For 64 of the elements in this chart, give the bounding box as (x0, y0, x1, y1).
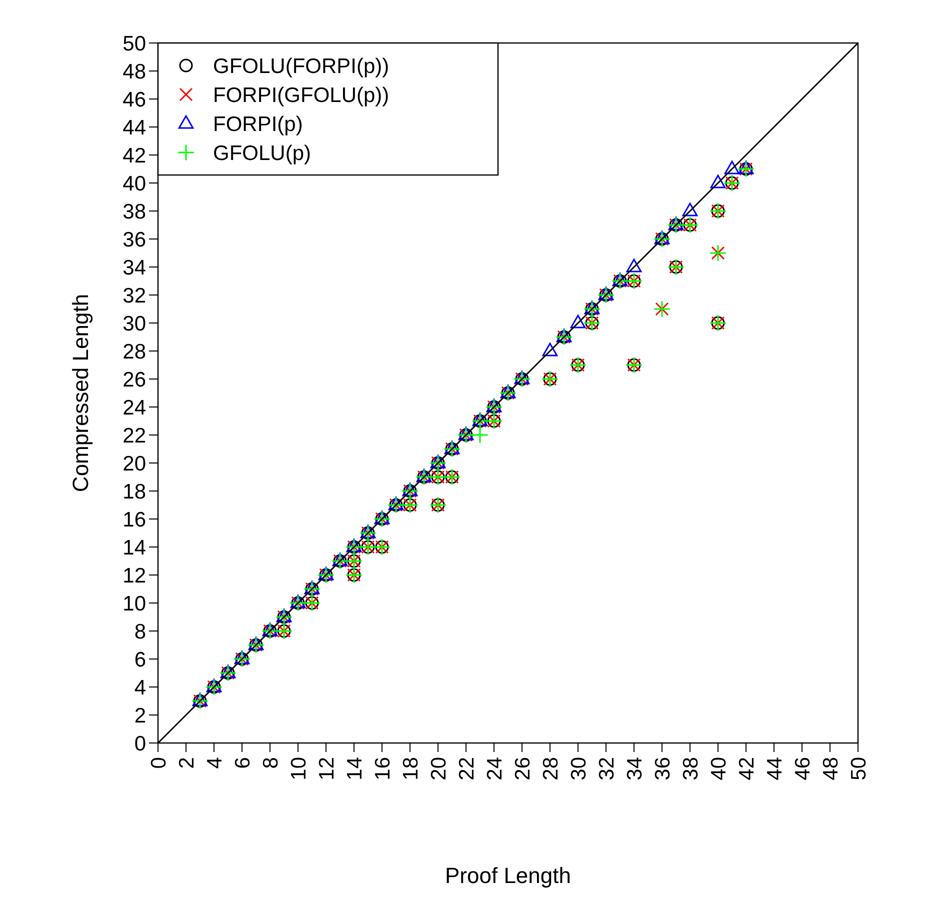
point (710, 174, 726, 188)
x-tick-label: 0 (147, 757, 170, 769)
legend-label: GFOLU(FORPI(p)) (213, 54, 390, 78)
y-tick-label: 50 (122, 32, 146, 56)
x-tick-label: 2 (175, 757, 198, 769)
y-tick-label: 2 (134, 704, 146, 728)
x-tick-label: 4 (203, 756, 226, 769)
legend-label: FORPI(GFOLU(p)) (213, 84, 390, 107)
point (542, 342, 558, 356)
y-tick-label: 24 (122, 396, 146, 420)
y-tick-label: 48 (122, 60, 146, 84)
y-tick-label: 44 (122, 116, 146, 140)
x-tick-label: 28 (539, 757, 562, 780)
x-tick-label: 42 (735, 757, 758, 780)
y-axis-title: Compressed Length (68, 294, 93, 492)
legend-label: GFOLU(p) (213, 142, 312, 165)
y-tick-label: 26 (122, 368, 146, 392)
x-tick-label: 50 (847, 757, 870, 780)
x-tick-label: 14 (343, 756, 366, 780)
point (471, 426, 489, 444)
x-axis-title: Proof Length (445, 863, 571, 888)
y-tick-label: 36 (122, 228, 146, 252)
y-tick-label: 18 (122, 480, 146, 504)
x-tick-label: 24 (483, 756, 506, 780)
x-tick-label: 26 (511, 757, 534, 780)
x-tick-label: 12 (315, 757, 338, 780)
point (724, 160, 740, 174)
y-tick-label: 40 (122, 172, 146, 196)
x-tick-label: 46 (791, 757, 814, 780)
y-tick-label: 38 (122, 200, 146, 224)
y-tick-label: 28 (122, 340, 146, 364)
x-tick-label: 16 (371, 757, 394, 780)
x-tick-label: 36 (651, 757, 674, 780)
x-tick-label: 6 (231, 757, 254, 769)
x-tick-label: 32 (595, 757, 618, 780)
point (682, 202, 698, 216)
x-tick-label: 38 (679, 757, 702, 780)
y-tick-label: 10 (122, 592, 146, 616)
x-tick-label: 34 (623, 756, 646, 780)
legend-label: FORPI(p) (213, 112, 303, 136)
x-tick-label: 22 (455, 757, 478, 780)
x-tick-label: 40 (707, 757, 730, 780)
y-tick-label: 8 (134, 620, 146, 644)
x-tick-label: 44 (763, 756, 786, 780)
y-tick-label: 30 (122, 312, 146, 336)
x-tick-label: 10 (287, 757, 310, 780)
x-tick-label: 20 (427, 757, 450, 780)
y-tick-label: 4 (134, 676, 146, 700)
y-tick-label: 14 (122, 536, 146, 560)
x-tick-label: 18 (399, 757, 422, 780)
y-tick-label: 12 (122, 564, 146, 588)
y-tick-label: 42 (122, 144, 146, 168)
point (626, 258, 642, 272)
y-tick-label: 46 (122, 88, 146, 112)
y-tick-label: 34 (122, 256, 146, 280)
y-tick-label: 22 (122, 424, 146, 448)
y-tick-label: 20 (122, 452, 146, 476)
y-tick-label: 32 (122, 284, 146, 308)
x-tick-label: 30 (567, 757, 590, 780)
x-tick-label: 8 (259, 757, 282, 769)
y-tick-label: 6 (134, 648, 146, 672)
y-tick-label: 16 (122, 508, 146, 532)
point (570, 314, 586, 328)
x-tick-label: 48 (819, 757, 842, 780)
